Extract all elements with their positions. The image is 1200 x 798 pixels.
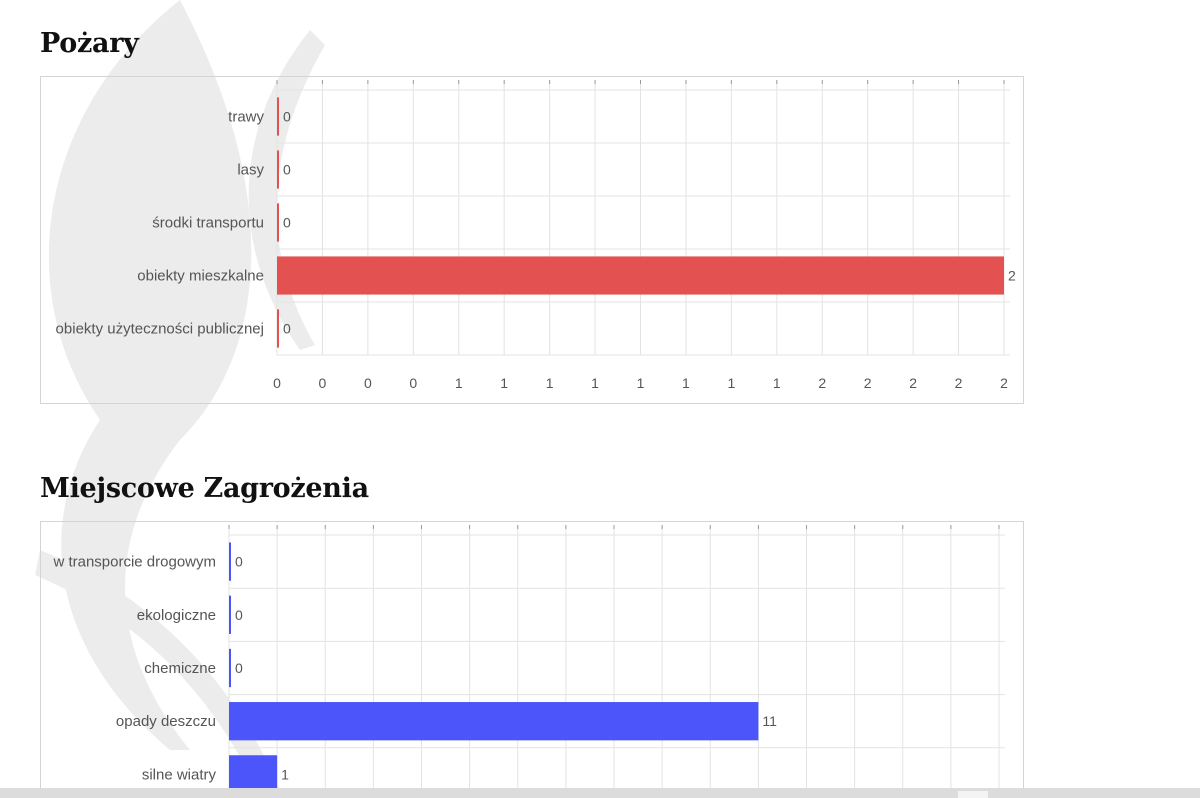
bar-4 — [229, 755, 278, 794]
data-label: 0 — [235, 607, 243, 623]
x-tick-label: 1 — [682, 375, 690, 391]
scrollbar-thumb[interactable] — [958, 791, 988, 798]
category-label: ekologiczne — [137, 607, 216, 624]
bar-1 — [277, 150, 279, 189]
x-tick-label: 0 — [409, 375, 417, 391]
category-label: trawy — [228, 109, 264, 126]
x-tick-label: 0 — [273, 375, 281, 391]
data-label: 0 — [283, 162, 291, 178]
data-label: 2 — [1008, 268, 1016, 284]
category-label: opady deszczu — [116, 713, 216, 730]
chart-miejscowe-zagrozenia-svg: w transporcie drogowym 0 ekologiczne 0 chemi… — [52, 525, 1005, 798]
x-tick-label: 2 — [955, 375, 963, 391]
data-label: 0 — [235, 660, 243, 676]
bar-2 — [277, 203, 279, 242]
x-tick-label: 2 — [864, 375, 872, 391]
category-label: silne wiatry — [142, 766, 217, 783]
category-label: w transporcie drogowym — [52, 554, 216, 571]
data-label: 0 — [283, 215, 291, 231]
x-tick-label: 2 — [818, 375, 826, 391]
x-tick-label: 2 — [1000, 375, 1008, 391]
category-label: obiekty mieszkalne — [137, 268, 264, 285]
chart-pozary: trawy 0 lasy 0 środki transportu 0 obiekty mie… — [40, 76, 1024, 404]
bar-2 — [229, 648, 231, 688]
x-tick-label: 1 — [727, 375, 735, 391]
section-title-pozary: Pożary — [40, 28, 139, 59]
data-label: 11 — [762, 713, 777, 729]
data-label: 0 — [283, 109, 291, 125]
chart-pozary-svg: trawy 0 lasy 0 środki transportu 0 obiekty mie… — [56, 80, 1016, 391]
bar-0 — [229, 542, 231, 581]
data-label: 1 — [281, 766, 289, 782]
data-label: 0 — [283, 321, 291, 337]
bar-3 — [229, 702, 759, 741]
category-label: obiekty użyteczności publicznej — [56, 321, 264, 338]
x-tick-label: 1 — [546, 375, 554, 391]
x-tick-label: 2 — [909, 375, 917, 391]
data-label: 0 — [235, 554, 243, 570]
x-tick-label: 1 — [637, 375, 645, 391]
x-tick-label: 1 — [773, 375, 781, 391]
category-label: środki transportu — [152, 215, 264, 232]
x-tick-label: 1 — [500, 375, 508, 391]
x-tick-label: 1 — [455, 375, 463, 391]
x-tick-label: 0 — [364, 375, 372, 391]
bar-4 — [277, 309, 279, 348]
x-tick-label: 0 — [319, 375, 327, 391]
x-tick-label: 1 — [591, 375, 599, 391]
horizontal-scrollbar[interactable] — [0, 788, 1200, 798]
category-label: lasy — [237, 162, 264, 179]
bar-0 — [277, 97, 279, 136]
bar-1 — [229, 595, 231, 634]
category-label: chemiczne — [144, 660, 216, 677]
section-title-miejscowe-zagrozenia: Miejscowe Zagrożenia — [40, 473, 369, 504]
bar-3 — [277, 256, 1004, 295]
chart-miejscowe-zagrozenia: w transporcie drogowym 0 ekologiczne 0 chemi… — [40, 521, 1024, 798]
